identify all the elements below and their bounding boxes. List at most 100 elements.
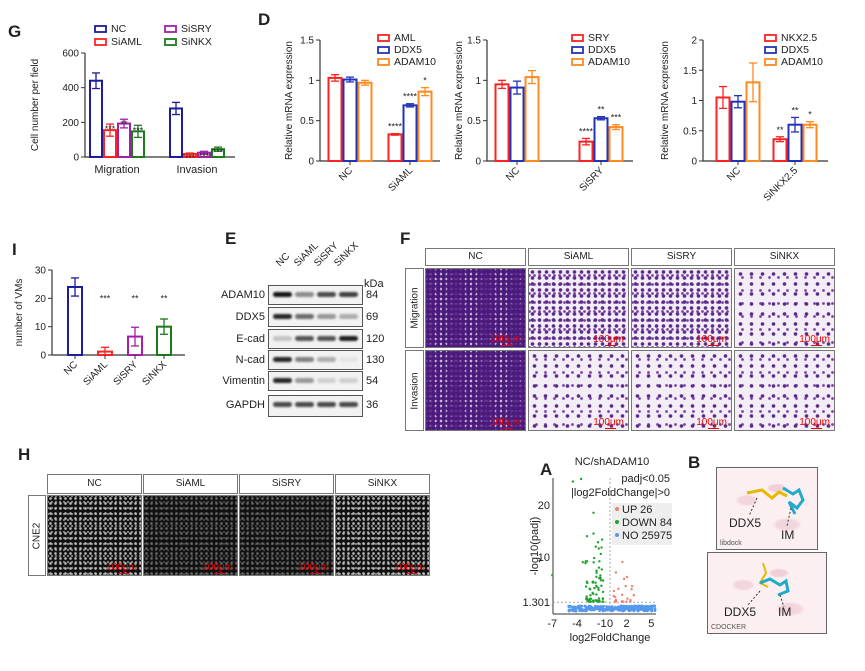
point-down [579, 477, 583, 481]
micrograph-migration-sisry: 100μm [631, 268, 732, 348]
blot-strip-ddx5 [268, 307, 363, 327]
point-down [597, 586, 600, 590]
legend-label: SiNKX [181, 36, 212, 48]
legend-swatch [764, 34, 777, 42]
legend-marker [615, 533, 619, 537]
vm-col-header: SiAML [143, 474, 238, 494]
bar-aml [387, 133, 403, 163]
x-tick-label: SiSRY [112, 359, 141, 388]
bar-adam10 [608, 126, 624, 163]
legend-label: DOWN 84 [622, 517, 672, 529]
significance-label: *** [133, 125, 144, 135]
y-tick-label: 1.5 [300, 36, 314, 47]
y-tick-label: 1.301 [522, 597, 550, 609]
scale-bar: 100μm [106, 562, 137, 574]
legend-swatch [571, 46, 584, 54]
bar-adam10 [357, 81, 373, 162]
point-no [648, 606, 652, 610]
point-no [643, 606, 646, 610]
point-up [614, 571, 618, 574]
panel-label-b: B [688, 453, 701, 472]
scale-bar: 100μm [490, 417, 521, 429]
legend-swatch [377, 34, 390, 42]
micrograph-invasion-nc: 100μm [425, 350, 526, 431]
point-down [601, 600, 604, 603]
point-no [645, 605, 649, 609]
y-tick-label: 1.5 [467, 36, 481, 47]
blot-band [273, 402, 292, 407]
point-down [601, 590, 605, 594]
blot-band [295, 314, 314, 319]
point-down [600, 538, 604, 541]
blot-kda-label: 36 [366, 399, 379, 411]
blot-band [339, 292, 358, 297]
point-no [585, 608, 589, 612]
blot-band [339, 357, 358, 362]
point-no [573, 605, 576, 609]
scale-bar: 100μm [696, 334, 727, 346]
point-down [598, 577, 601, 580]
scale-bar: 100μm [202, 562, 233, 574]
x-tick-label: SiAML [387, 165, 416, 194]
point-no [578, 604, 581, 608]
point-down [599, 579, 603, 582]
legend-swatch [94, 38, 107, 46]
docking-method-label: libdock [720, 540, 742, 547]
bar-ddx5 [593, 117, 609, 162]
point-no [613, 605, 617, 609]
transwell-col-header: SiSRY [631, 248, 732, 266]
point-down [592, 511, 595, 514]
point-no [636, 605, 640, 609]
point-no [633, 604, 637, 608]
point-no [638, 607, 641, 610]
point-down [597, 597, 601, 600]
point-down [597, 547, 600, 550]
annotation-label: padj<0.05 [621, 473, 670, 485]
bar-ddx5 [509, 86, 525, 162]
blot-band [273, 378, 292, 383]
x-tick-label: -4 [572, 618, 582, 630]
x-tick-label: NC [725, 165, 743, 183]
bar-nc [89, 79, 103, 158]
blot-protein-label: GAPDH [225, 399, 265, 411]
point-no [567, 605, 571, 609]
point-no [628, 605, 632, 609]
panel-label-h: H [18, 445, 31, 464]
blot-kda-label: 84 [366, 289, 379, 301]
bar-ddx5 [402, 104, 418, 162]
point-down [592, 592, 595, 596]
blot-protein-label: Vimentin [222, 375, 265, 387]
significance-label: ** [131, 293, 139, 303]
transwell-col-header: SiAML [528, 248, 629, 266]
point-no [585, 606, 589, 610]
point-down [592, 532, 595, 535]
blot-band [317, 378, 336, 383]
docking-method-label: CDOCKER [711, 624, 747, 631]
significance-label: ** [791, 105, 799, 115]
point-no [620, 606, 624, 610]
y-axis-label: -log10(padj) [529, 517, 541, 576]
blot-band [273, 292, 292, 297]
point-no [633, 607, 637, 611]
docking-image-libdock: DDX5 IM libdock [716, 467, 818, 550]
significance-label: **** [403, 92, 418, 102]
blot-band [339, 378, 358, 383]
point-no [580, 609, 584, 613]
bar-nc [169, 107, 183, 158]
point-down [592, 600, 595, 603]
blot-band [317, 292, 336, 297]
legend-label: SRY [588, 32, 609, 44]
y-tick-label: 0 [475, 157, 481, 168]
blot-band [339, 314, 358, 319]
point-no [599, 604, 603, 608]
y-axis-label: number of VMs [14, 279, 25, 347]
legend-label: ADAM10 [781, 56, 823, 68]
point-down [586, 598, 589, 602]
point-down [592, 556, 596, 560]
point-no [607, 605, 611, 609]
significance-label: ** [776, 125, 784, 135]
point-up [630, 588, 633, 591]
point-no [571, 608, 574, 612]
transwell-col-header: NC [425, 248, 526, 266]
y-tick-label: 1.5 [683, 66, 697, 77]
